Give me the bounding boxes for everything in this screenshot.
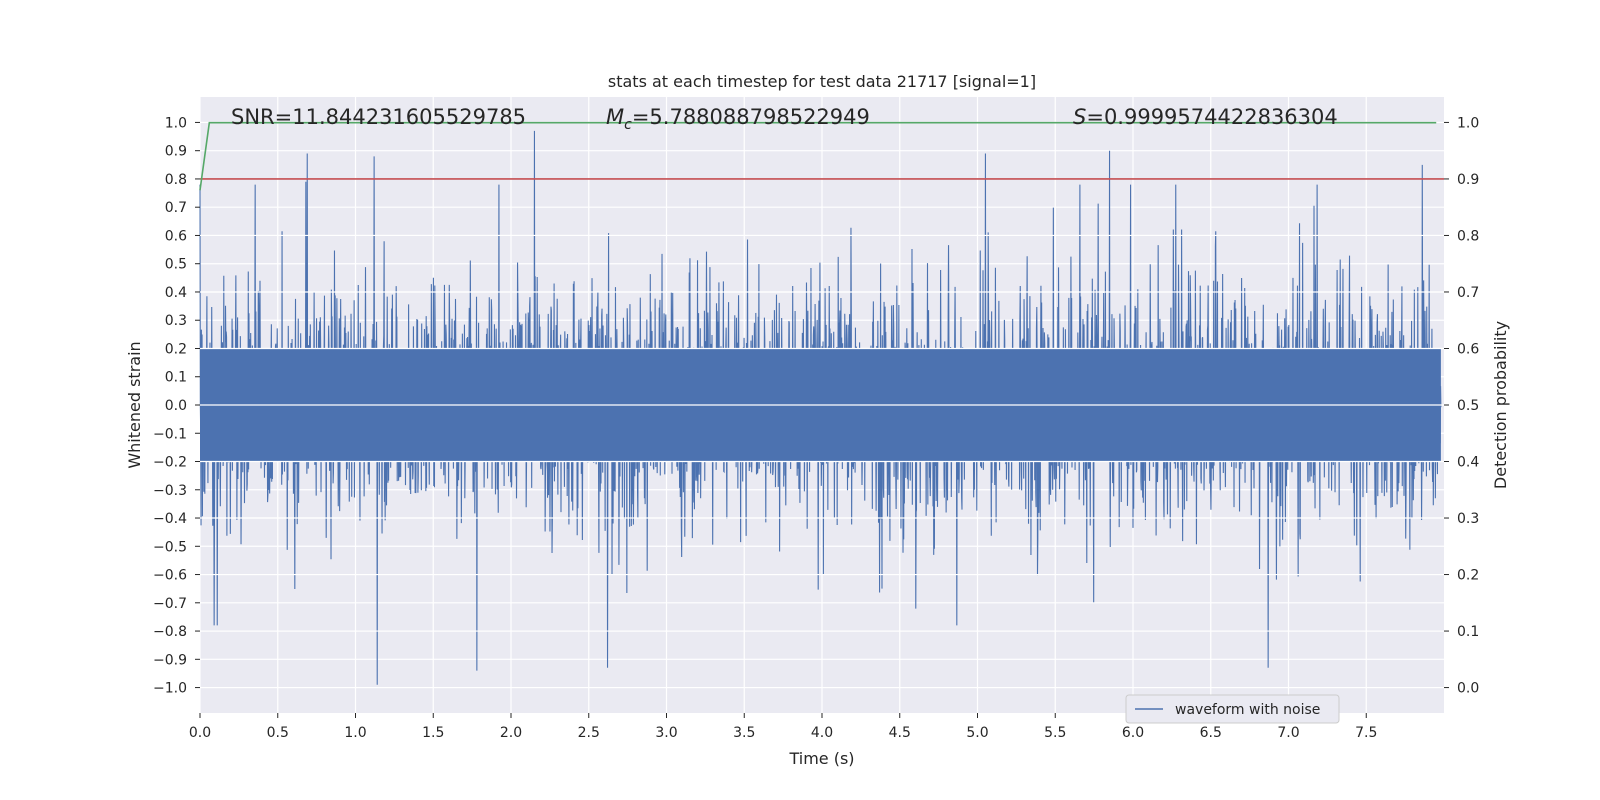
- x-tick-label: 0.0: [189, 725, 211, 741]
- y-axis-label: Whitened strain: [125, 341, 144, 468]
- y-tick-label: 0.5: [165, 257, 187, 273]
- y-tick-label: −1.0: [153, 681, 187, 697]
- y2-tick-label: 0.5: [1457, 398, 1479, 414]
- legend-label: waveform with noise: [1175, 702, 1320, 718]
- x-tick-label: 1.5: [422, 725, 444, 741]
- y-tick-label: −0.7: [153, 596, 187, 612]
- y2-tick-label: 1.0: [1457, 115, 1479, 131]
- x-axis-label: Time (s): [788, 749, 854, 768]
- y-tick-label: 0.1: [165, 370, 187, 386]
- y-tick-label: −0.4: [153, 511, 187, 527]
- x-tick-label: 7.0: [1277, 725, 1299, 741]
- y-tick-label: −0.2: [153, 455, 187, 471]
- x-tick-label: 4.0: [811, 725, 833, 741]
- y-tick-label: 0.3: [165, 313, 187, 329]
- y-tick-label: −0.1: [153, 426, 187, 442]
- x-tick-label: 0.5: [267, 725, 289, 741]
- y-tick-label: 0.4: [165, 285, 187, 301]
- y-tick-label: 1.0: [165, 115, 187, 131]
- y-tick-label: −0.3: [153, 483, 187, 499]
- x-tick-label: 5.0: [966, 725, 988, 741]
- legend: waveform with noise: [1125, 694, 1340, 724]
- x-tick-label: 4.5: [889, 725, 911, 741]
- x-tick-label: 6.0: [1122, 725, 1144, 741]
- y-tick-label: 0.2: [165, 341, 187, 357]
- y-tick-label: −0.6: [153, 568, 187, 584]
- x-tick-label: 5.5: [1044, 725, 1066, 741]
- significance-annotation: S=0.9999574422836304: [1073, 105, 1338, 129]
- chirp-mass-annotation: Mc=5.788088798522949: [606, 105, 870, 133]
- x-tick-label: 3.5: [733, 725, 755, 741]
- legend-box: [1125, 694, 1340, 724]
- x-tick-label: 2.5: [578, 725, 600, 741]
- chart-title: stats at each timestep for test data 217…: [608, 72, 1036, 91]
- y-tick-label: 0.6: [165, 228, 187, 244]
- y2-tick-label: 0.3: [1457, 511, 1479, 527]
- y2-tick-label: 0.4: [1457, 455, 1479, 471]
- x-axis-ticks: 0.0 0.5 1.0 1.5 2.0 2.5 3.0 3.5 4.0 4.5 5.0 5.5 6.0 6…: [189, 713, 1377, 741]
- y-tick-label: −0.9: [153, 652, 187, 668]
- y-tick-label: 0.7: [165, 200, 187, 216]
- y-tick-label: −0.5: [153, 539, 187, 555]
- snr-annotation: SNR=11.844231605529785: [231, 105, 526, 129]
- y-tick-label: 0.9: [165, 144, 187, 160]
- y2-tick-label: 0.8: [1457, 228, 1479, 244]
- y2-tick-label: 0.9: [1457, 172, 1479, 188]
- x-tick-label: 2.0: [500, 725, 522, 741]
- y2-tick-label: 0.6: [1457, 341, 1479, 357]
- x-tick-label: 7.5: [1355, 725, 1377, 741]
- y2-tick-label: 0.2: [1457, 568, 1479, 584]
- x-tick-label: 1.0: [344, 725, 366, 741]
- y-axis-ticks: 1.0 0.9 0.8 0.7 0.6 0.5 0.4 0.3 0.2 0.1 0.0 −0.1 −0.…: [153, 115, 200, 697]
- x-tick-label: 3.0: [655, 725, 677, 741]
- y2-tick-label: 0.7: [1457, 285, 1479, 301]
- y-tick-label: −0.8: [153, 624, 187, 640]
- y2-tick-label: 0.0: [1457, 681, 1479, 697]
- y-tick-label: 0.0: [165, 398, 187, 414]
- detection-probability-line: [199, 121, 1437, 191]
- y2-axis-ticks: 1.0 0.9 0.8 0.7 0.6 0.5 0.4 0.3 0.2 0.1 0.0: [1444, 115, 1479, 697]
- x-tick-label: 6.5: [1200, 725, 1222, 741]
- y-tick-label: 0.8: [165, 172, 187, 188]
- y2-axis-label: Detection probability: [1491, 321, 1510, 489]
- y2-tick-label: 0.1: [1457, 624, 1479, 640]
